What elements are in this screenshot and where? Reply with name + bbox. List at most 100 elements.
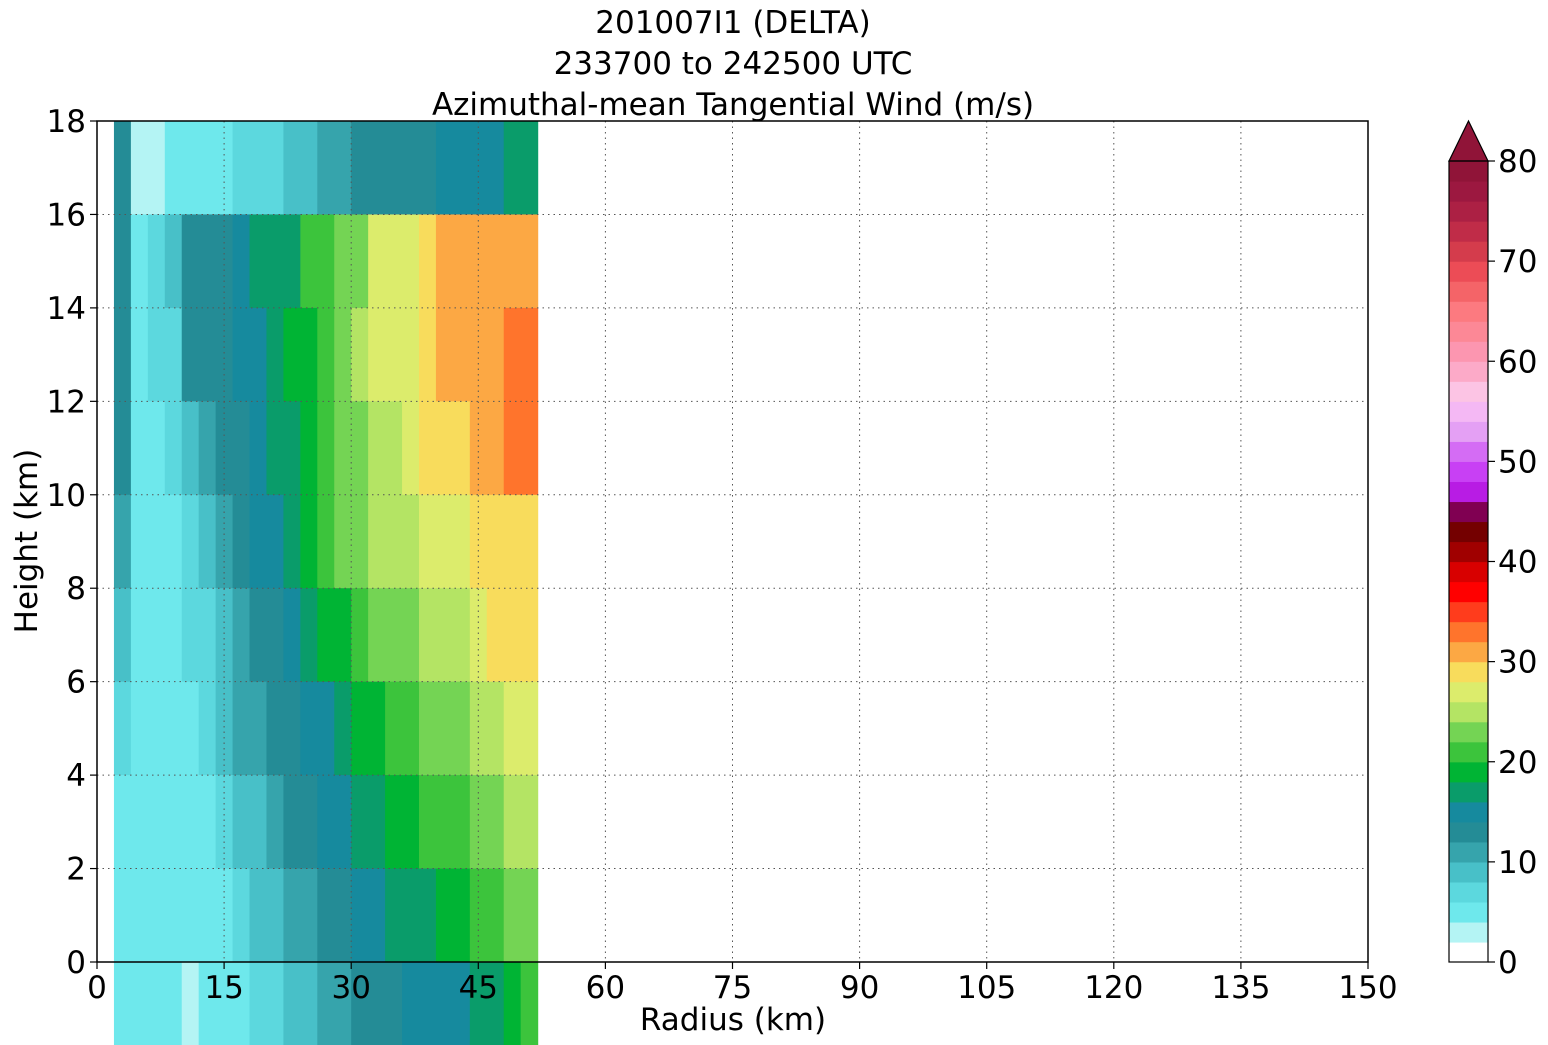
contour-cell [232,962,251,1045]
contour-fill-layer [113,121,539,1045]
plot-area [96,120,1369,1045]
contour-cell [198,962,217,1045]
contour-cell [249,775,268,870]
colorbar-level [1449,241,1488,262]
contour-cell [385,214,403,309]
contour-cell [300,401,318,496]
contour-cell [368,214,386,309]
x-axis-label: Radius (km) [640,1002,826,1038]
contour-cell [435,307,454,402]
contour-cell [334,121,352,216]
contour-cell [520,401,539,496]
contour-cell [385,307,403,402]
contour-cell [486,588,505,683]
chart-title: 201007I1 (DELTA) 233700 to 242500 UTC Az… [432,5,1034,123]
contour-cell [181,681,200,776]
title-line-3: Azimuthal-mean Tangential Wind (m/s) [432,87,1034,123]
contour-cell [317,494,335,589]
contour-cell [317,401,335,496]
colorbar-level [1449,861,1488,883]
contour-cell [147,962,166,1045]
contour-cell [147,494,166,589]
contour-cell [469,681,488,776]
colorbar-tick-label: 70 [1498,244,1537,280]
x-tick-label: 105 [957,970,1016,1006]
contour-cell [232,307,251,402]
contour-cell [300,681,318,776]
contour-cell [283,588,301,683]
contour-cell [435,588,454,683]
contour-cell [164,681,183,776]
contour-cell [164,494,183,589]
title-line-2: 233700 to 242500 UTC [554,46,913,82]
contour-cell [351,775,369,870]
contour-cell [469,401,488,496]
contour-cell [147,588,166,683]
colorbar-extend-max [1448,119,1489,162]
contour-cell [198,681,217,776]
colorbar-level [1449,741,1488,763]
y-axis-ticks: 0 2 4 6 8 10 12 14 16 18 [47,104,97,981]
contour-cell [486,121,505,216]
colorbar-tick-label: 20 [1498,745,1537,781]
contour-cell [334,868,352,963]
contour-cell [317,868,335,963]
contour-cell [486,681,505,776]
contour-cell [402,681,420,776]
contour-cell [215,588,234,683]
contour-cell [520,588,539,683]
y-tick-label: 6 [66,665,86,701]
colorbar-level [1449,301,1488,322]
title-line-1: 201007I1 (DELTA) [595,5,870,41]
colorbar-tick-label: 60 [1498,344,1537,380]
contour-cell [503,401,522,496]
contour-cell [215,775,234,870]
contour-cell [198,775,217,870]
contour-cell [283,681,301,776]
contour-cell [232,494,251,589]
contour-cell [469,214,488,309]
contour-cell [283,775,301,870]
contour-cell [266,401,285,496]
contour-cell [300,121,318,216]
contour-cell [164,401,183,496]
contour-cell [164,588,183,683]
contour-cell [164,775,183,870]
contour-cell [181,121,200,216]
contour-cell [147,214,166,309]
colorbar-level [1449,881,1488,903]
colorbar-tick-label: 10 [1498,845,1537,881]
contour-cell [317,775,335,870]
colorbar-tick-label: 40 [1498,545,1537,581]
contour-cell [164,214,183,309]
contour-cell [113,401,132,496]
contour-cell [452,494,471,589]
contour-cell [181,307,200,402]
contour-cell [469,121,488,216]
colorbar-level [1449,201,1488,222]
contour-cell [164,868,183,963]
contour-cell [368,775,386,870]
colorbar-level [1449,581,1488,603]
contour-cell [334,588,352,683]
contour-cell [198,121,217,216]
contour-cell [385,868,403,963]
contour-cell [232,214,251,309]
contour-cell [351,588,369,683]
contour-cell [452,307,471,402]
colorbar-level [1449,501,1488,523]
contour-cell [130,121,149,216]
contour-cell [435,214,454,309]
colorbar-tick-label: 50 [1498,444,1537,480]
contour-cell [486,494,505,589]
contour-cell [469,962,488,1045]
contour-cell [435,775,454,870]
colorbar-tick-label: 80 [1498,144,1537,180]
contour-cell [520,962,539,1045]
y-tick-label: 14 [47,291,86,327]
contour-cell [113,588,132,683]
contour-cell [368,401,386,496]
contour-cell [469,868,488,963]
colorbar-level [1449,721,1488,743]
contour-cell [232,868,251,963]
